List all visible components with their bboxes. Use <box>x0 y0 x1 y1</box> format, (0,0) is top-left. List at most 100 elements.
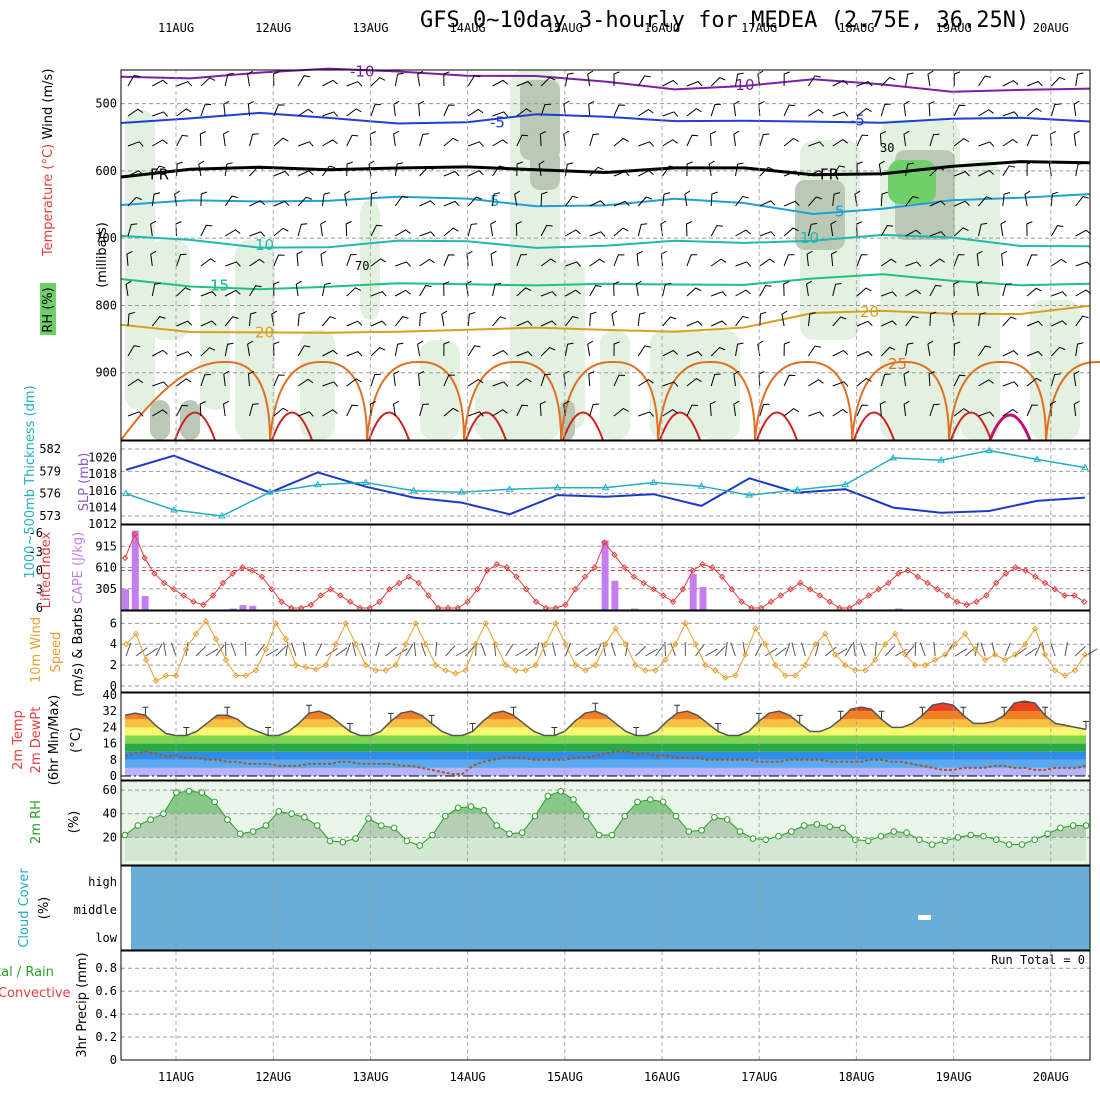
wind-barb <box>856 81 873 87</box>
wind-barb <box>783 227 799 237</box>
cape-axis-label: CAPE (J/kg) <box>71 532 86 604</box>
surface-wind-barb <box>335 647 348 657</box>
wind-barb <box>247 100 255 117</box>
wind-barb <box>686 287 702 297</box>
cape-bar <box>699 587 707 610</box>
wind-barb <box>856 404 868 417</box>
wind-speed-point <box>1051 667 1059 674</box>
wind-barb <box>905 162 914 177</box>
wind-speed-point <box>872 656 879 664</box>
wind-barb <box>151 282 161 297</box>
rh-point <box>378 822 385 829</box>
lifted-index-point <box>562 601 569 609</box>
wind-barb <box>224 289 241 297</box>
wind-barb <box>322 316 336 327</box>
surface-wind-barb <box>801 642 806 657</box>
wind-barb <box>759 258 775 267</box>
wind-barb <box>954 171 970 177</box>
lifted-index-point <box>386 586 393 593</box>
wind-barb <box>928 371 935 387</box>
slp-tick-label: 1020 <box>88 450 117 464</box>
wind-barb <box>199 131 206 147</box>
precip-tick-label: 0.6 <box>95 984 117 998</box>
temp-contour-FR <box>120 160 1091 179</box>
wind-speed-point <box>272 620 280 627</box>
wind-barb <box>443 200 460 207</box>
surface-wind-barb <box>853 642 856 657</box>
dewpoint-line <box>124 750 1087 775</box>
cloud-axis-label: Cloud Cover <box>17 868 32 948</box>
wind-barb <box>395 229 411 237</box>
lifted-index-point <box>190 598 197 605</box>
wind-barb <box>346 320 363 327</box>
lifted-index-point <box>327 586 334 593</box>
wind-barb <box>733 370 740 387</box>
wind-barb <box>832 111 849 117</box>
rh-point <box>185 788 193 795</box>
surface-wind-barb <box>475 641 477 657</box>
surface-wind-barb <box>1064 642 1068 657</box>
lifted-index-point <box>131 531 138 538</box>
wind-barb <box>393 370 400 387</box>
wind-barb <box>953 104 966 117</box>
lifted-index-point <box>718 573 726 580</box>
wind-speed-point <box>852 667 859 674</box>
wind-speed-point <box>152 677 160 684</box>
wind-barb <box>1026 254 1038 267</box>
wind-barb <box>370 104 381 117</box>
wind-speed-point <box>891 630 899 638</box>
rh-point <box>775 832 782 840</box>
surface-wind-barb <box>315 643 323 657</box>
wind-barb <box>953 71 961 87</box>
wind-barb <box>976 250 983 267</box>
cape-tick-label: 610 <box>95 561 117 575</box>
wind-speed-point <box>342 620 349 627</box>
temp-minmax-bar <box>224 706 231 716</box>
wind-barb <box>492 111 509 117</box>
wind-barb <box>637 75 651 87</box>
wind-barb <box>1026 107 1042 117</box>
wind-barb <box>198 160 205 177</box>
wind-barb <box>249 258 265 267</box>
temp-contour-label: -10 <box>730 76 755 94</box>
surface-wind-barb <box>742 642 746 657</box>
wind-barb <box>638 378 654 387</box>
rh-point <box>941 837 949 845</box>
temp-tick-label: 16 <box>103 737 117 751</box>
wind-speed-point <box>302 663 310 671</box>
wind-barb <box>419 403 430 417</box>
wind-barb <box>879 400 886 417</box>
wind-barb <box>516 404 529 417</box>
thickness-point <box>1033 455 1041 462</box>
cape-bar <box>229 608 237 610</box>
rh-point <box>890 828 898 835</box>
temp-contour-label: -5 <box>850 111 865 129</box>
lifted-index-point <box>777 592 784 599</box>
wind-barb <box>200 258 216 267</box>
wind-barb <box>1002 316 1017 327</box>
precip-axis-label-1: tal / Rain <box>0 965 54 980</box>
wind-barb <box>686 108 702 117</box>
wind-speed-point <box>532 661 539 669</box>
wind-barb <box>249 285 262 297</box>
thickness-point <box>122 489 130 497</box>
wind-barb <box>565 289 581 297</box>
wind-barb <box>492 381 509 387</box>
wind-barb <box>978 109 994 117</box>
lifted-index-point <box>855 598 863 605</box>
wind-barb <box>783 137 799 147</box>
rh-tick-label: 60 <box>103 783 117 797</box>
wind-barb <box>322 79 338 87</box>
surface-wind-barb <box>585 647 598 657</box>
surface-wind-barb <box>405 643 414 657</box>
wind-barb <box>224 72 234 87</box>
wind-barb <box>394 162 404 177</box>
cape-bar <box>611 580 619 610</box>
wind-barb <box>1075 261 1092 267</box>
wind10m-axis-label-3: (m/s) & Barbs <box>71 607 86 697</box>
wind-speed-point <box>572 661 579 669</box>
wind-barb <box>613 374 626 387</box>
wind-barb <box>516 287 532 297</box>
wind-barb <box>296 250 303 267</box>
temp-band <box>125 701 1086 704</box>
